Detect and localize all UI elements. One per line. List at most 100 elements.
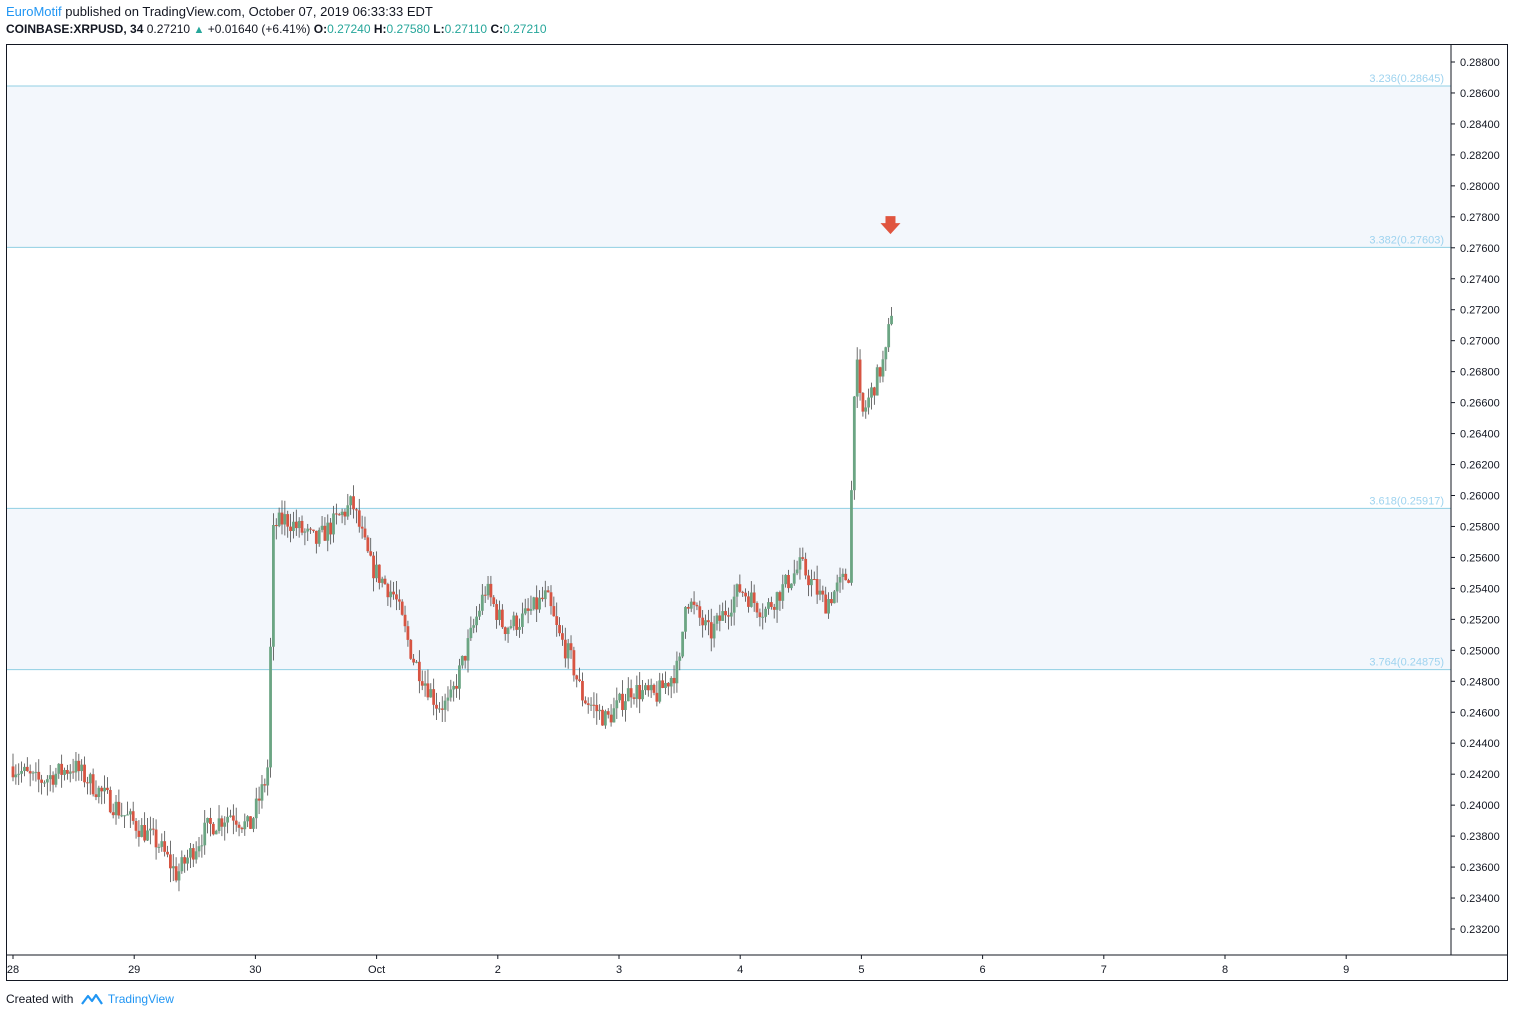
y-tick-label: 0.25200 [1460, 614, 1500, 626]
price-chart[interactable]: 3.236(0.28645) 3.382(0.27603) 3.618(0.2591… [7, 45, 1507, 980]
candle-down [558, 624, 561, 634]
candle-up [635, 684, 639, 699]
tradingview-brand-link[interactable]: TradingView [107, 992, 174, 1006]
fib-zone-1 [7, 508, 1451, 670]
candle-up [480, 594, 484, 611]
fib-zone-0 [7, 85, 1451, 248]
candle-down [503, 627, 507, 635]
candle-down [314, 530, 318, 544]
candle-up [340, 511, 344, 516]
candle-down [824, 594, 828, 614]
candle-up [146, 830, 149, 841]
candle-up [841, 573, 845, 577]
candle-up [689, 601, 693, 609]
candle-down [455, 685, 458, 689]
candle-up [57, 763, 61, 774]
candle-up [197, 846, 201, 852]
candle-down [515, 615, 519, 630]
candle-down [830, 599, 833, 604]
candle-down [755, 603, 759, 613]
author-link[interactable]: EuroMotif [6, 4, 62, 19]
y-tick-label: 0.23800 [1460, 831, 1500, 843]
candle-down [821, 590, 825, 595]
candle-up [781, 584, 785, 601]
candle-up [875, 367, 879, 396]
candle-up [789, 583, 793, 589]
candle-down [28, 771, 32, 774]
candle-up [103, 787, 106, 792]
candle-down [541, 597, 544, 600]
fib-levels[interactable]: 3.236(0.28645) 3.382(0.27603) 3.618(0.2591… [7, 73, 1451, 671]
candle-down [91, 774, 95, 795]
candle-up [615, 700, 619, 709]
y-tick-label: 0.28200 [1460, 150, 1500, 162]
candle-down [412, 658, 416, 663]
x-tick-label: 3 [616, 964, 622, 976]
time-axis[interactable]: 28 29 30 Oct 2 3 4 5 6 7 8 9 [7, 954, 1507, 976]
candle-up [251, 818, 255, 829]
price-axis[interactable]: 0.28800 0.28600 0.28400 0.28200 0.28000 0.278… [1450, 45, 1500, 955]
candle-down [709, 622, 713, 639]
candle-up [764, 608, 768, 617]
candle-down [546, 590, 550, 593]
candle-down [220, 818, 224, 827]
candle-down [629, 688, 633, 698]
candle-down [403, 614, 407, 627]
candle-up [641, 690, 644, 700]
candle-up [681, 631, 685, 657]
candle-down [861, 392, 865, 412]
candle-up [538, 597, 541, 610]
y-tick-label: 0.24000 [1460, 800, 1500, 812]
candle-down [249, 816, 252, 829]
y-tick-label: 0.27200 [1460, 305, 1500, 317]
candle-down [111, 812, 115, 816]
candle-up [449, 689, 453, 698]
x-tick-label: 4 [737, 964, 743, 976]
candle-down [489, 583, 493, 598]
candle-down [718, 615, 722, 621]
candle-up [810, 579, 813, 586]
candle-down [417, 661, 421, 682]
candle-up [678, 656, 682, 661]
candle-up [214, 830, 218, 835]
candle-down [686, 606, 690, 609]
candle-up [203, 822, 207, 846]
candle-up [675, 660, 679, 684]
candle-up [852, 396, 856, 491]
y-tick-label: 0.27000 [1460, 336, 1500, 348]
candle-up [715, 615, 719, 624]
y-tick-label: 0.27400 [1460, 274, 1500, 286]
candle-up [603, 711, 607, 726]
candle-down [672, 677, 676, 684]
chart-frame[interactable]: 3.236(0.28645) 3.382(0.27603) 3.618(0.2591… [6, 44, 1508, 981]
candle-down [569, 643, 573, 651]
candle-down [289, 526, 292, 532]
candle-down [294, 521, 298, 529]
published-text: published on TradingView.com, October 07… [65, 4, 433, 19]
y-tick-label: 0.24200 [1460, 769, 1500, 781]
candle-down [309, 528, 313, 530]
candle-up [31, 772, 35, 774]
candle-down [621, 693, 624, 710]
candle-up [297, 520, 301, 529]
candle-down [240, 827, 244, 830]
y-tick-label: 0.23600 [1460, 862, 1500, 874]
candle-down [369, 551, 373, 556]
candle-down [535, 597, 539, 610]
candle-up [389, 591, 393, 598]
high-label: H: [373, 22, 387, 36]
candle-down [400, 601, 404, 615]
candle-down [769, 602, 773, 607]
candle-down [632, 697, 636, 699]
x-tick-label: 5 [858, 964, 864, 976]
candle-up [644, 685, 647, 691]
candle-down [706, 620, 710, 623]
low-value: 0.27110 [444, 22, 488, 36]
candle-up [864, 407, 868, 412]
candle-down [355, 509, 358, 511]
candle-down [154, 829, 158, 848]
candle-down [377, 564, 381, 583]
candle-down [847, 580, 851, 583]
x-tick-label: 6 [980, 964, 986, 976]
candle-down [646, 685, 650, 691]
